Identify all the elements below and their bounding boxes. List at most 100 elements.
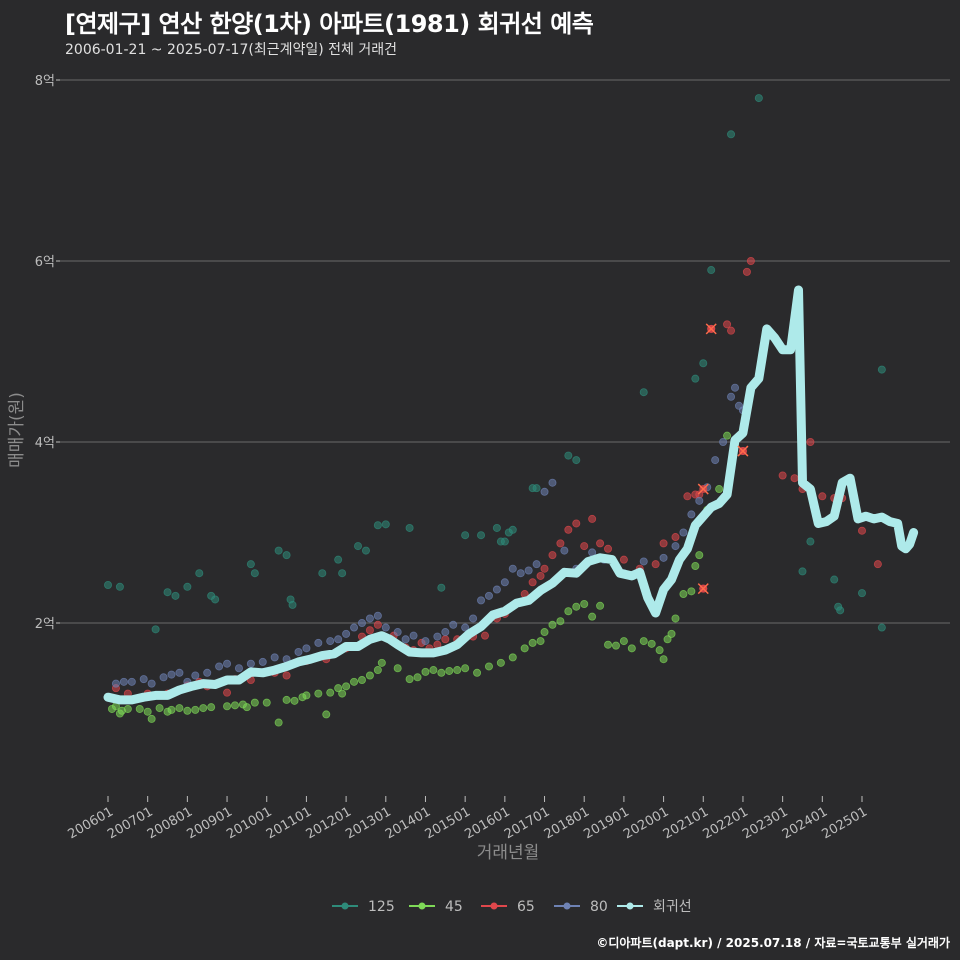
point-80 (365, 614, 374, 623)
point-125 (274, 546, 283, 555)
point-80 (659, 553, 668, 562)
point-45 (528, 638, 537, 647)
point-125 (115, 582, 124, 591)
point-45 (556, 617, 565, 626)
point-45 (667, 629, 676, 638)
point-125 (288, 600, 297, 609)
point-125 (361, 546, 370, 555)
point-125 (532, 484, 541, 493)
point-80 (484, 591, 493, 600)
point-45 (691, 561, 700, 570)
point-125 (183, 582, 192, 591)
point-80 (246, 659, 255, 668)
point-65 (548, 551, 557, 560)
point-45 (639, 637, 648, 646)
point-45 (647, 639, 656, 648)
point-45 (334, 684, 343, 693)
highlight-cross (697, 583, 709, 595)
point-80 (342, 629, 351, 638)
chart-title: [연제구] 연산 한양(1차) 아파트(1981) 회귀선 예측 (65, 10, 594, 38)
point-65 (536, 571, 545, 580)
point-45 (242, 703, 251, 712)
point-65 (651, 560, 660, 569)
point-45 (207, 703, 216, 712)
point-65 (580, 542, 589, 551)
point-125 (151, 625, 160, 634)
point-65 (818, 492, 827, 501)
point-80 (350, 623, 359, 632)
point-80 (294, 647, 303, 656)
point-80 (560, 546, 569, 555)
point-65 (659, 539, 668, 548)
point-80 (421, 637, 430, 646)
point-45 (350, 677, 359, 686)
y-tick-label: 4억 (35, 436, 55, 451)
point-65 (556, 539, 565, 548)
point-80 (334, 635, 343, 644)
point-80 (393, 628, 402, 637)
legend-label: 125 (368, 899, 395, 915)
point-80 (111, 679, 120, 688)
point-45 (421, 667, 430, 676)
point-45 (377, 658, 386, 667)
point-65 (596, 539, 605, 548)
point-65 (790, 474, 799, 483)
point-45 (230, 701, 239, 710)
point-65 (806, 437, 815, 446)
point-45 (611, 641, 620, 650)
point-65 (373, 620, 382, 629)
point-80 (469, 614, 478, 623)
point-45 (671, 614, 680, 623)
point-80 (477, 596, 486, 605)
point-65 (742, 267, 751, 276)
point-45 (572, 602, 581, 611)
point-125 (381, 520, 390, 529)
point-45 (536, 637, 545, 646)
point-125 (338, 569, 347, 578)
point-125 (727, 130, 736, 139)
point-125 (500, 537, 509, 546)
point-65 (873, 560, 882, 569)
point-80 (223, 659, 232, 668)
point-80 (727, 392, 736, 401)
point-80 (409, 631, 418, 640)
regression-line-layer (103, 285, 919, 705)
point-45 (175, 704, 184, 713)
point-45 (588, 612, 597, 621)
point-80 (175, 668, 184, 677)
point-65 (572, 519, 581, 528)
point-65 (365, 626, 374, 635)
point-45 (413, 673, 422, 682)
point-45 (393, 664, 402, 673)
point-80 (711, 456, 720, 465)
point-45 (540, 628, 549, 637)
point-80 (540, 487, 549, 496)
point-45 (596, 601, 605, 610)
point-125 (246, 560, 255, 569)
point-65 (671, 533, 680, 542)
point-80 (191, 671, 200, 680)
highlight-cross (697, 483, 709, 495)
y-axis-title: 매매가(원) (7, 392, 27, 468)
point-45 (520, 644, 529, 653)
legend-label: 45 (445, 899, 463, 915)
point-65 (540, 564, 549, 573)
point-80 (203, 668, 212, 677)
point-80 (314, 638, 323, 647)
point-45 (695, 551, 704, 560)
point-45 (508, 653, 517, 662)
point-45 (627, 644, 636, 653)
point-45 (429, 666, 438, 675)
point-125 (691, 374, 700, 383)
point-80 (461, 623, 470, 632)
point-65 (528, 578, 537, 587)
point-80 (127, 677, 136, 686)
y-tick-label: 8억 (35, 74, 55, 89)
point-65 (619, 555, 628, 564)
point-45 (250, 698, 259, 707)
point-45 (183, 706, 192, 715)
point-125 (806, 537, 815, 546)
point-45 (143, 707, 152, 716)
point-45 (484, 662, 493, 671)
